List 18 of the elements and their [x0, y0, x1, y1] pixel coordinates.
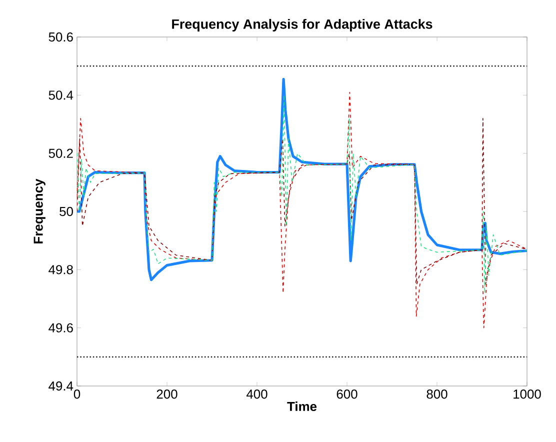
- y-tick-label: 49.4: [48, 381, 74, 391]
- x-tick-label: 1000: [514, 390, 541, 399]
- x-tick-label: 400: [246, 390, 268, 399]
- y-tick-label: 49.8: [48, 265, 73, 274]
- y-tick-label: 49.6: [48, 323, 73, 332]
- y-axis-title: Frequency: [34, 178, 46, 244]
- x-tick-label: 600: [336, 390, 358, 399]
- line-series: [77, 92, 528, 328]
- chart-title: Frequency Analysis for Adaptive Attacks: [172, 18, 432, 32]
- x-tick-label: 200: [156, 390, 178, 399]
- x-axis-title: Time: [287, 402, 317, 412]
- x-tick-label: 800: [426, 390, 448, 399]
- y-tick-label: 50.4: [48, 90, 74, 100]
- x-tick-label: 0: [74, 390, 80, 399]
- y-tick-label: 50: [60, 206, 73, 216]
- y-tick-label: 50.6: [48, 32, 73, 42]
- line-series: [77, 118, 528, 285]
- y-tick-label: 50.2: [48, 148, 73, 158]
